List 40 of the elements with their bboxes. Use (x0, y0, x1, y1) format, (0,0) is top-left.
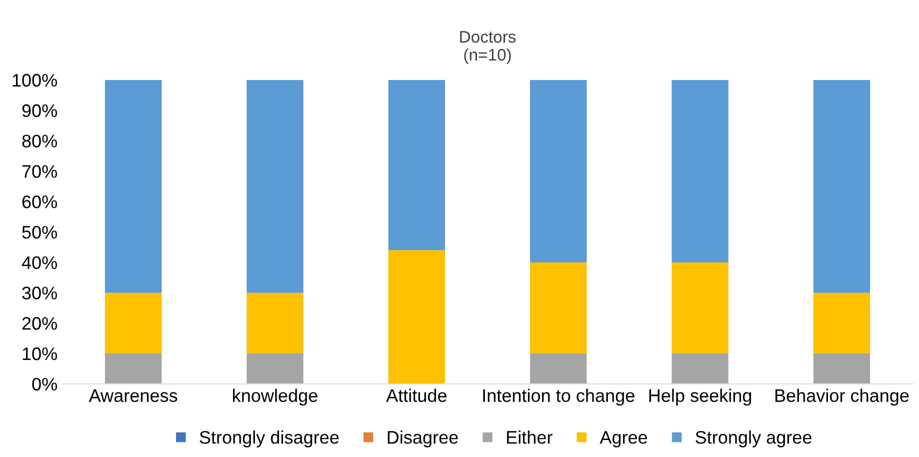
legend-label: Strongly agree (696, 430, 812, 448)
bar (246, 292, 304, 354)
y-tick-label: 30% (22, 286, 57, 300)
x-tick-label: Attitude (386, 388, 447, 402)
y-tick-label: 100% (12, 74, 57, 87)
chart-title: Doctors (n=10) (460, 31, 516, 64)
x-tick-label: Intention to change (483, 388, 634, 406)
bar (530, 80, 587, 262)
bar (530, 262, 587, 354)
x-tick-label: Awareness (88, 389, 178, 402)
y-tick-label: 0% (32, 378, 57, 391)
bar (104, 80, 162, 293)
bar (246, 80, 304, 293)
bar (672, 353, 728, 384)
y-tick-label: 80% (22, 134, 57, 148)
legend-label: Agree (600, 431, 648, 448)
bar (104, 353, 162, 384)
y-tick-label: 10% (22, 347, 57, 360)
y-tick-label: 20% (22, 317, 57, 330)
bar (246, 353, 304, 384)
legend-label: Strongly disagree (200, 430, 339, 448)
bar (672, 262, 728, 354)
bar (813, 353, 870, 384)
bar (388, 80, 446, 250)
bar (813, 292, 870, 354)
y-tick-label: 40% (22, 256, 57, 270)
bar (388, 250, 446, 384)
legend-label: Either (507, 430, 552, 444)
bar (104, 292, 162, 354)
x-tick-label: Behavior change (775, 388, 909, 406)
y-tick-label: 70% (22, 165, 57, 178)
x-tick-label: Help seeking (649, 388, 752, 406)
bar (672, 80, 728, 262)
legend-label: Disagree (388, 430, 458, 448)
y-tick-label: 60% (22, 195, 57, 208)
y-tick-label: 50% (22, 226, 57, 239)
x-tick-label: knowledge (233, 388, 318, 406)
bar (530, 353, 587, 384)
bar (813, 80, 870, 293)
y-tick-label: 90% (22, 104, 57, 118)
